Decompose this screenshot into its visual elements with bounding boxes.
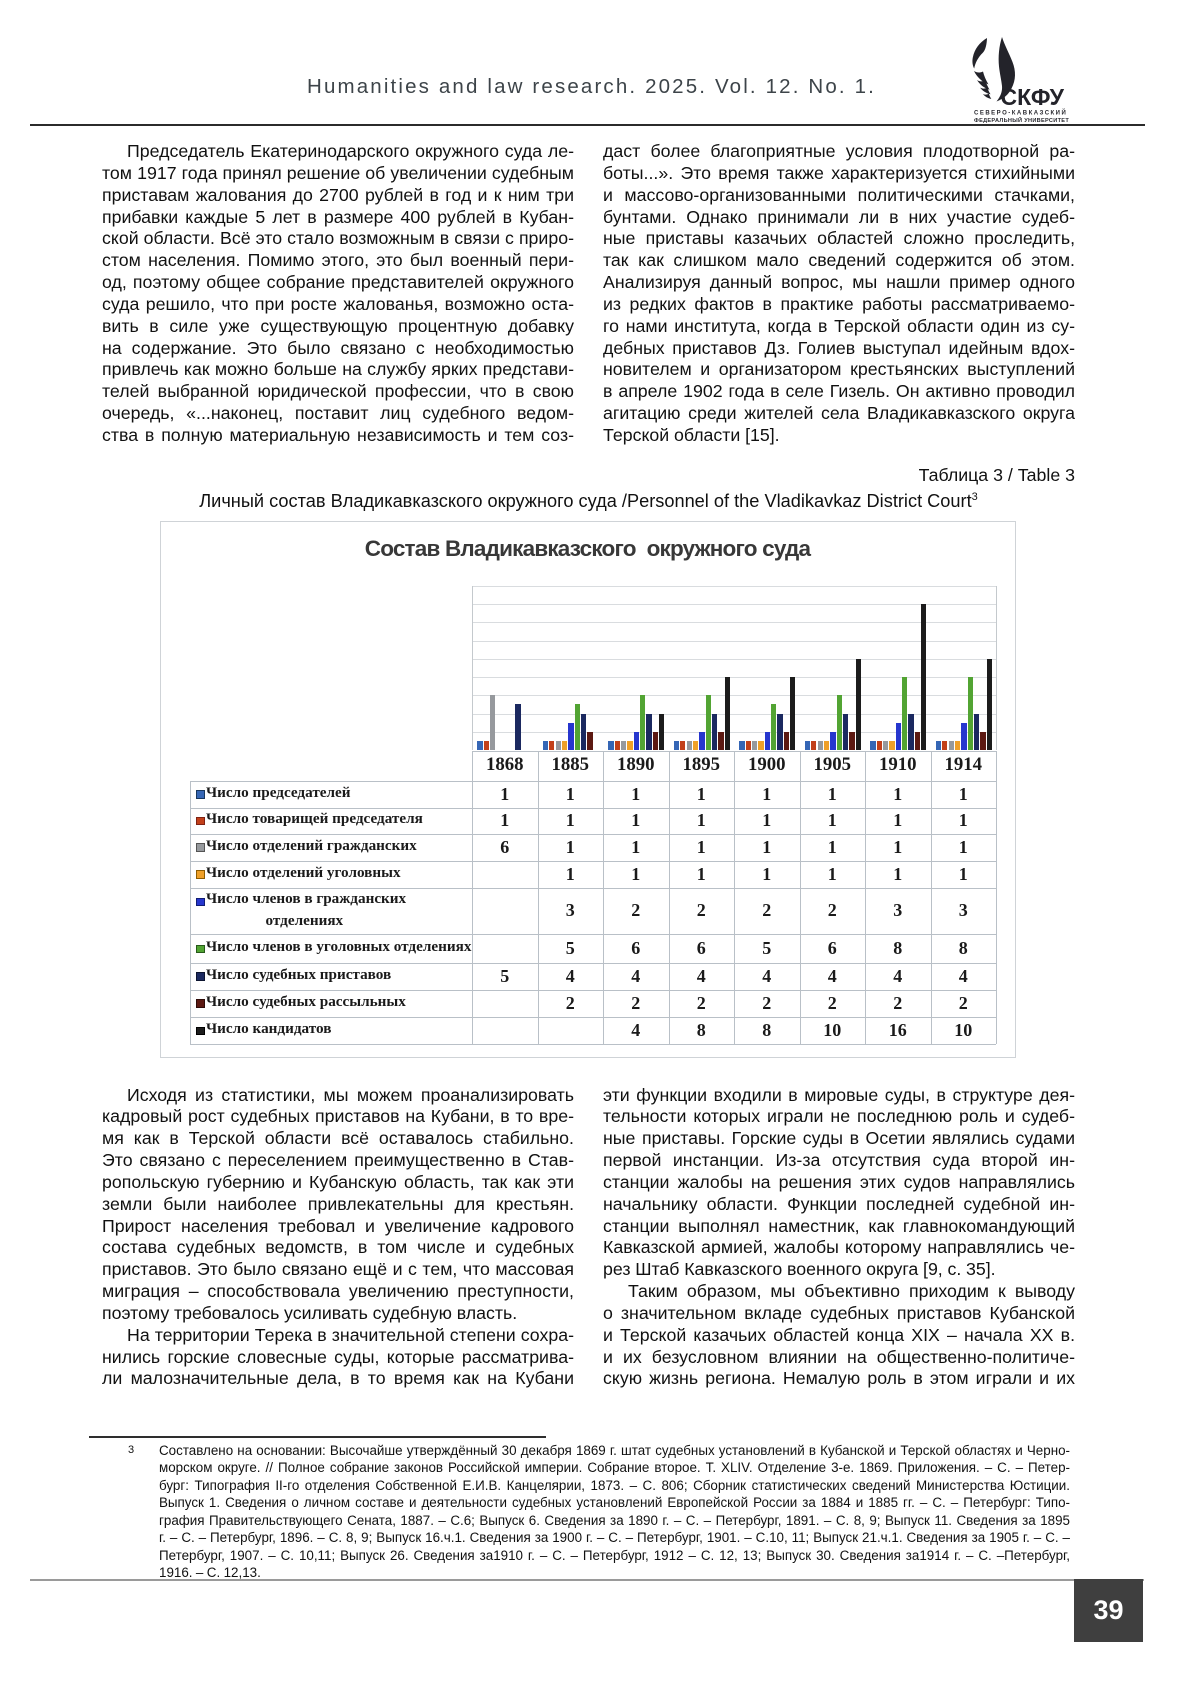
svg-text:СКФУ: СКФУ xyxy=(1001,84,1065,110)
svg-text:СЕВЕРО-КАВКАЗСКИЙ: СЕВЕРО-КАВКАЗСКИЙ xyxy=(974,109,1067,117)
svg-text:ФЕДЕРАЛЬНЫЙ УНИВЕРСИТЕТ: ФЕДЕРАЛЬНЫЙ УНИВЕРСИТЕТ xyxy=(974,116,1069,124)
